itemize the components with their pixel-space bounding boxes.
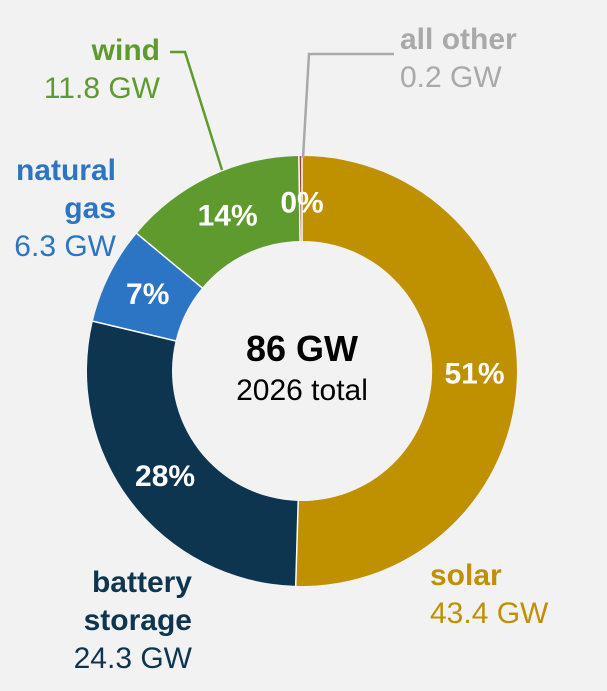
slice-solar [295,156,517,586]
category-name-natural-gas: gas [64,192,116,225]
slice-percent-labels: 51% 28% 7% 14% 0% [126,187,504,493]
slice-wind [136,156,301,288]
category-name-battery-storage: storage [84,604,192,637]
percent-label-all-other: 0% [280,187,323,220]
leader-line-wind [170,50,224,171]
category-value-all-other: 0.2 GW [400,61,502,94]
category-name-solar: solar [430,559,502,592]
slice-battery-storage [87,321,299,586]
leader-line-all-other [301,52,394,159]
category-label-solar: solar 43.4 GW [430,559,549,630]
donut-slices [87,155,517,587]
category-labels: solar 43.4 GW battery storage 24.3 GW natural… [14,23,549,675]
slice-natural-gas [92,233,203,341]
percent-label-natural-gas: 7% [126,278,169,311]
category-value-natural-gas: 6.3 GW [14,230,116,263]
category-value-solar: 43.4 GW [430,597,549,630]
category-label-all-other: all other 0.2 GW [400,23,517,94]
category-name-natural-gas: natural [16,154,116,187]
category-value-wind: 11.8 GW [44,72,161,105]
category-name-battery-storage: battery [92,566,192,599]
percent-label-battery-storage: 28% [135,460,195,493]
center-total-label: 2026 total [236,374,368,407]
category-value-battery-storage: 24.3 GW [74,642,193,675]
category-name-all-other: all other [400,23,517,56]
slice-separator [91,320,177,342]
category-label-wind: wind 11.8 GW [44,34,161,105]
slice-separator [294,499,299,587]
category-label-natural-gas: natural gas 6.3 GW [14,154,116,263]
category-label-battery-storage: battery storage 24.3 GW [74,566,193,675]
percent-label-wind: 14% [198,199,258,232]
leader-lines [170,50,394,171]
percent-label-solar: 51% [444,358,504,391]
center-total-value: 86 GW [246,328,358,369]
donut-center: 86 GW 2026 total [236,328,368,407]
slice-separator [135,232,204,290]
slice-separator [298,155,301,243]
category-name-wind: wind [91,34,160,67]
